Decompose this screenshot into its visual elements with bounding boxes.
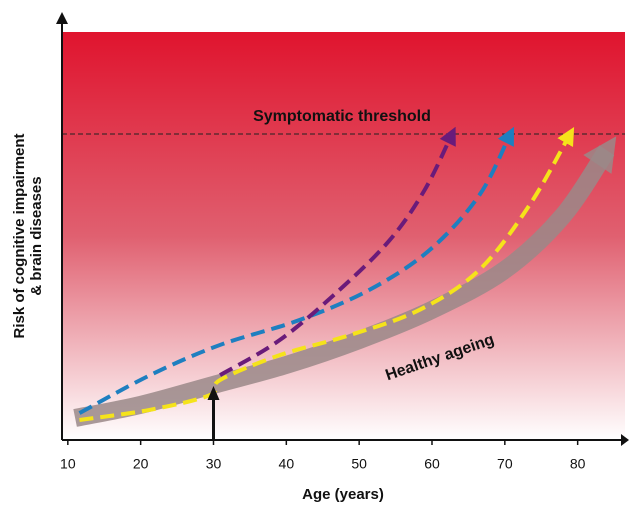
onset-arrowhead [207,386,220,400]
x-tick-label: 20 [133,456,149,472]
x-tick-label: 10 [60,456,76,472]
x-tick-label: 30 [206,456,222,472]
x-tick-label: 60 [424,456,440,472]
x-tick-label: 80 [570,456,586,472]
y-axis-label: Risk of cognitive impairment [11,133,28,338]
x-tick-label: 70 [497,456,513,472]
healthy-ageing-band [73,136,617,427]
risk-curve [79,126,575,422]
x-tick-label: 50 [351,456,367,472]
risk-curve [219,126,456,377]
x-axis-label: Age (years) [302,486,384,503]
threshold-label: Symptomatic threshold [253,108,431,125]
risk-curve [78,126,514,415]
y-axis-label: & brain diseases [28,176,45,295]
x-tick-label: 40 [279,456,295,472]
